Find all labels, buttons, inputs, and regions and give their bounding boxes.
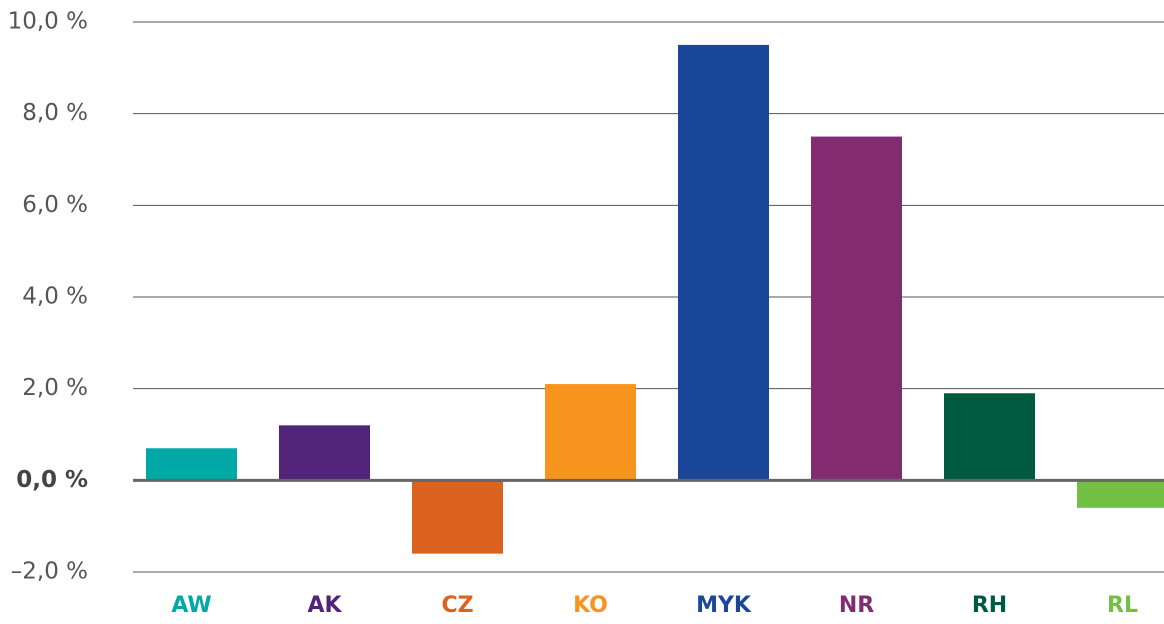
x-tick-label: AW bbox=[171, 593, 211, 618]
x-tick-label: RL bbox=[1107, 593, 1138, 618]
y-tick-label: 6,0 % bbox=[22, 192, 88, 218]
bar bbox=[1077, 480, 1164, 508]
x-tick-label: NR bbox=[839, 593, 874, 618]
x-tick-label: MYK bbox=[696, 593, 752, 618]
x-tick-label: AK bbox=[307, 593, 342, 618]
x-tick-label: RH bbox=[972, 593, 1007, 618]
bar bbox=[279, 425, 370, 481]
y-tick-label: 4,0 % bbox=[22, 284, 88, 310]
bar bbox=[146, 448, 237, 481]
x-tick-label: KO bbox=[573, 593, 608, 618]
x-tick-label: CZ bbox=[441, 593, 473, 618]
bar bbox=[678, 44, 769, 481]
bar bbox=[944, 393, 1035, 481]
y-tick-label: 10,0 % bbox=[8, 9, 88, 35]
bar bbox=[811, 136, 902, 481]
y-tick-label: 2,0 % bbox=[22, 375, 88, 401]
y-tick-label: 8,0 % bbox=[22, 100, 88, 126]
bar bbox=[545, 384, 636, 481]
y-tick-label: –2,0 % bbox=[11, 559, 88, 585]
y-tick-label: 0,0 % bbox=[16, 467, 88, 493]
bar bbox=[412, 480, 503, 554]
